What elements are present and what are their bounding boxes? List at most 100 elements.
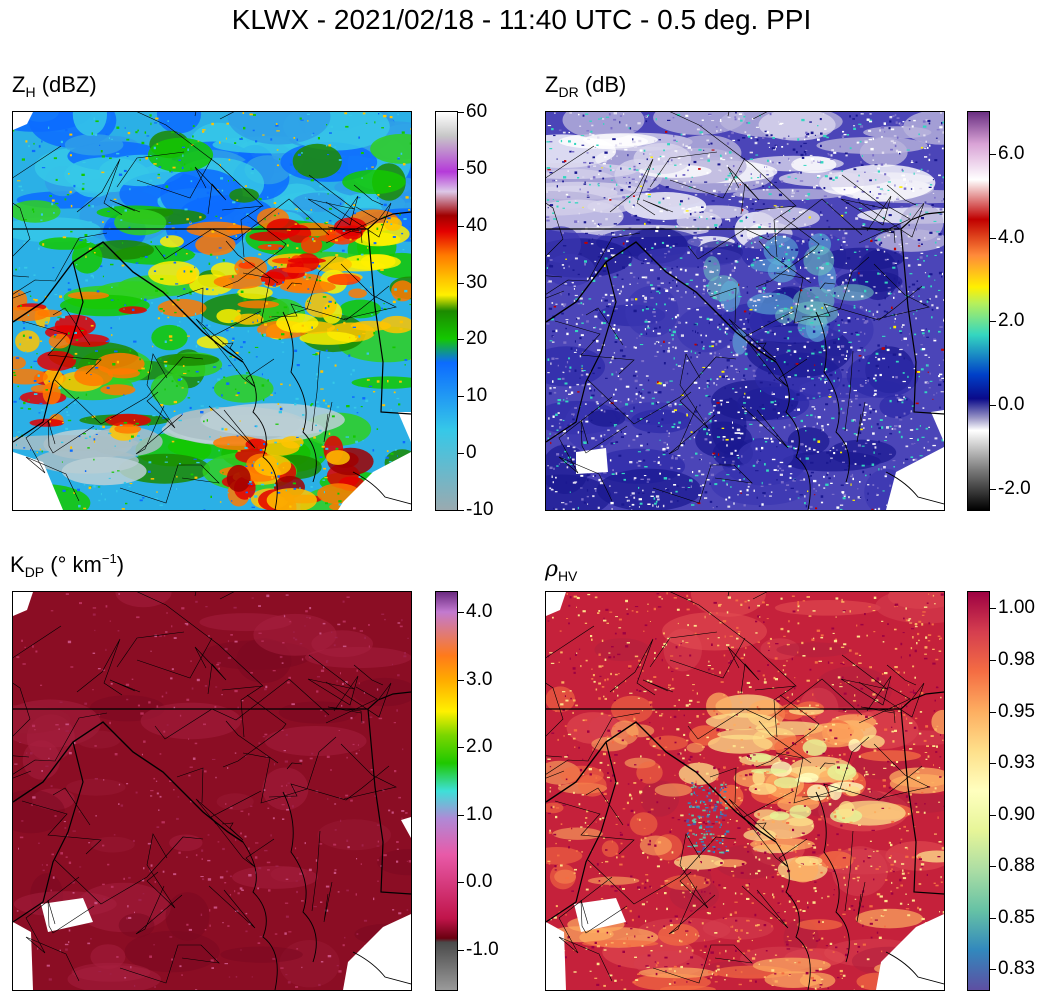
zh-speckle: [241, 137, 243, 139]
zdr-speckle: [855, 217, 859, 220]
zdr-speckle: [592, 475, 594, 477]
rhohv-speckle: [730, 660, 732, 662]
zdr-speckle: [934, 437, 938, 440]
kdp-speckle: [204, 929, 207, 931]
rhohv-speckle: [895, 670, 897, 672]
kdp-speckle: [35, 650, 38, 653]
rhohv-speckle: [818, 938, 820, 941]
kdp-speckle: [67, 640, 72, 644]
zdr-speckle: [682, 174, 686, 176]
zdr-speckle: [584, 260, 587, 263]
rhohv-echo: [752, 957, 831, 974]
zdr-speckle: [609, 402, 611, 404]
zdr-speckle: [671, 410, 675, 413]
zdr-speckle: [612, 138, 616, 141]
zdr-speckle: [586, 320, 589, 323]
zdr-speckle: [875, 292, 878, 294]
zh-speckle: [141, 141, 145, 145]
zdr-speckle: [562, 207, 565, 209]
zh-speckle: [362, 439, 364, 442]
county-boundary: [195, 318, 244, 361]
zdr-speckle: [694, 211, 697, 213]
kdp-speckle: [361, 844, 364, 847]
zdr-speckle: [820, 280, 822, 283]
zh-echo: [213, 374, 274, 403]
zdr-speckle: [890, 148, 893, 151]
zdr-speckle: [569, 463, 573, 466]
zdr-speckle: [566, 466, 569, 469]
zdr-speckle: [771, 440, 774, 443]
kdp-speckle: [229, 806, 233, 809]
kdp-map: [12, 591, 412, 991]
zdr-speckle: [841, 354, 845, 356]
zh-speckle: [277, 492, 281, 494]
zdr-speckle: [769, 383, 771, 386]
zh-speckle: [318, 193, 320, 196]
zdr-speckle: [749, 198, 752, 200]
zdr-speckle: [612, 310, 616, 312]
rhohv-speckle: [615, 823, 618, 825]
zdr-speckle: [853, 307, 856, 309]
zh-speckle: [61, 422, 64, 424]
zdr-speckle: [749, 158, 753, 160]
zdr-speckle: [903, 178, 906, 181]
rhohv-speckle: [932, 648, 935, 650]
zdr-speckle: [892, 262, 895, 265]
zdr-speckle: [651, 287, 655, 290]
zdr-speckle: [920, 368, 924, 371]
zdr-speckle: [740, 193, 743, 196]
zdr-echo: [803, 245, 835, 276]
zh-speckle: [397, 157, 400, 160]
zdr-speckle: [746, 488, 749, 492]
zdr-speckle: [551, 475, 553, 478]
zdr-speckle: [594, 326, 597, 329]
zh-echo: [72, 242, 103, 274]
zdr-speckle: [818, 351, 822, 354]
zh-speckle: [93, 440, 96, 443]
zdr-speckle: [729, 219, 731, 222]
kdp-speckle: [98, 713, 101, 717]
zdr-speckle: [872, 154, 875, 157]
kdp-speckle: [110, 885, 114, 888]
rhohv-echo: [773, 777, 801, 789]
zdr-speckle: [779, 441, 782, 444]
zdr-speckle: [749, 309, 753, 311]
zdr-speckle: [675, 276, 677, 279]
rhohv-speckle: [789, 786, 792, 788]
zdr-speckle: [889, 291, 891, 293]
kdp-speckle: [346, 756, 348, 759]
zdr-speckle: [615, 472, 618, 475]
zdr-speckle: [718, 453, 720, 456]
zh-echo: [54, 314, 96, 337]
zdr-speckle: [574, 369, 577, 372]
county-boundary: [709, 287, 737, 324]
zdr-speckle: [760, 338, 764, 342]
zdr-speckle: [594, 488, 597, 490]
county-boundary: [109, 199, 141, 213]
kdp-speckle: [16, 910, 19, 912]
zdr-speckle: [552, 415, 555, 418]
zdr-speckle: [569, 491, 571, 493]
zdr-speckle: [810, 471, 814, 474]
zh-echo: [287, 257, 326, 264]
zdr-speckle: [739, 387, 742, 389]
zdr-speckle: [755, 470, 759, 472]
zdr-speckle: [642, 295, 645, 297]
rhohv-echo: [774, 600, 881, 616]
zdr-speckle: [792, 479, 796, 482]
zdr-speckle: [773, 169, 775, 171]
zdr-speckle: [744, 410, 748, 412]
zdr-speckle: [676, 151, 678, 154]
zh-speckle: [40, 219, 43, 221]
kdp-speckle: [173, 637, 177, 639]
zdr-speckle: [708, 113, 712, 116]
zh-speckle: [277, 403, 280, 405]
zdr-speckle: [582, 176, 585, 178]
zdr-speckle: [728, 178, 731, 181]
zdr-speckle: [866, 439, 870, 442]
zdr-speckle: [899, 251, 902, 253]
zdr-speckle: [779, 122, 784, 125]
zdr-speckle: [658, 456, 660, 458]
kdp-speckle: [308, 656, 312, 659]
zdr-speckle: [910, 418, 913, 420]
